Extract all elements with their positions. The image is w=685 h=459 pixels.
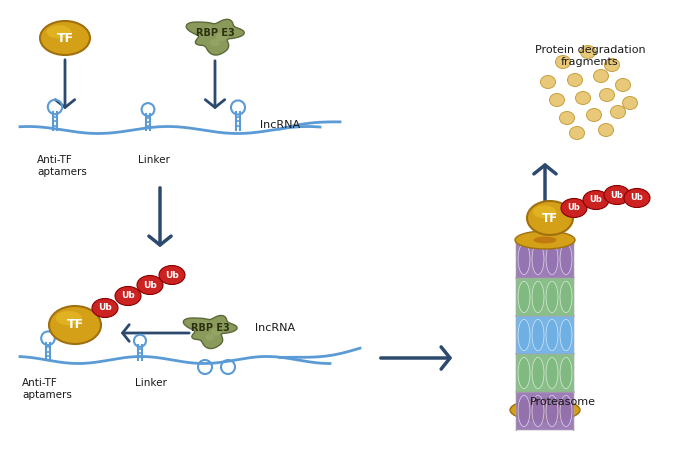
Ellipse shape	[604, 58, 619, 72]
Ellipse shape	[532, 358, 544, 389]
Ellipse shape	[532, 395, 544, 426]
Ellipse shape	[560, 358, 572, 389]
Ellipse shape	[216, 33, 227, 41]
Text: lncRNA: lncRNA	[255, 323, 295, 333]
Ellipse shape	[569, 127, 584, 140]
Text: Protein degradation
fragments: Protein degradation fragments	[535, 45, 645, 67]
Text: Ub: Ub	[610, 190, 623, 200]
Ellipse shape	[115, 286, 141, 306]
Ellipse shape	[92, 298, 118, 318]
Ellipse shape	[40, 21, 90, 55]
Ellipse shape	[567, 73, 582, 86]
Ellipse shape	[518, 243, 530, 274]
Text: Ub: Ub	[590, 196, 602, 205]
Ellipse shape	[546, 243, 558, 274]
Ellipse shape	[623, 96, 638, 110]
Text: TF: TF	[66, 319, 84, 331]
Ellipse shape	[518, 395, 530, 426]
Ellipse shape	[518, 319, 530, 351]
Ellipse shape	[203, 27, 216, 36]
FancyBboxPatch shape	[516, 277, 574, 317]
Text: lncRNA: lncRNA	[260, 120, 300, 130]
Ellipse shape	[586, 108, 601, 122]
Ellipse shape	[532, 243, 544, 274]
Ellipse shape	[527, 201, 573, 235]
Ellipse shape	[604, 185, 630, 205]
Text: Ub: Ub	[143, 280, 157, 290]
Ellipse shape	[560, 243, 572, 274]
Ellipse shape	[47, 25, 71, 39]
Ellipse shape	[159, 265, 185, 285]
Ellipse shape	[583, 190, 609, 209]
Ellipse shape	[610, 106, 625, 118]
Ellipse shape	[560, 112, 575, 124]
Polygon shape	[184, 315, 237, 348]
Ellipse shape	[510, 399, 580, 421]
Ellipse shape	[540, 75, 556, 89]
Ellipse shape	[561, 198, 587, 218]
Text: Proteasome: Proteasome	[530, 397, 596, 407]
Ellipse shape	[599, 123, 614, 136]
Ellipse shape	[560, 395, 572, 426]
Ellipse shape	[533, 206, 556, 218]
FancyBboxPatch shape	[516, 239, 574, 279]
Ellipse shape	[556, 56, 571, 68]
Ellipse shape	[515, 231, 575, 249]
Text: Ub: Ub	[165, 270, 179, 280]
Ellipse shape	[546, 319, 558, 351]
Text: Anti-TF
aptamers: Anti-TF aptamers	[22, 378, 72, 400]
Ellipse shape	[546, 395, 558, 426]
FancyBboxPatch shape	[516, 315, 574, 355]
Text: Ub: Ub	[121, 291, 135, 301]
Text: Linker: Linker	[138, 155, 170, 165]
Ellipse shape	[624, 189, 650, 207]
Text: Linker: Linker	[135, 378, 167, 388]
Text: TF: TF	[542, 212, 558, 224]
Ellipse shape	[599, 89, 614, 101]
Text: Ub: Ub	[98, 303, 112, 313]
Ellipse shape	[55, 311, 82, 325]
Ellipse shape	[210, 39, 220, 46]
Polygon shape	[186, 19, 245, 55]
Ellipse shape	[518, 281, 530, 313]
Ellipse shape	[575, 91, 590, 105]
Ellipse shape	[534, 236, 556, 243]
FancyBboxPatch shape	[516, 353, 574, 393]
Ellipse shape	[616, 78, 630, 91]
Ellipse shape	[549, 94, 564, 106]
Ellipse shape	[580, 45, 595, 58]
Ellipse shape	[532, 319, 544, 351]
Text: RBP E3: RBP E3	[196, 28, 234, 38]
Ellipse shape	[211, 328, 221, 336]
Ellipse shape	[546, 281, 558, 313]
Ellipse shape	[560, 319, 572, 351]
Ellipse shape	[199, 322, 211, 331]
Ellipse shape	[593, 69, 608, 83]
FancyBboxPatch shape	[516, 391, 574, 431]
Text: Anti-TF
aptamers: Anti-TF aptamers	[37, 155, 87, 177]
Text: TF: TF	[56, 32, 73, 45]
Ellipse shape	[560, 281, 572, 313]
Text: Ub: Ub	[568, 203, 580, 213]
Text: RBP E3: RBP E3	[190, 323, 229, 333]
Ellipse shape	[546, 358, 558, 389]
Text: Ub: Ub	[631, 194, 643, 202]
Ellipse shape	[518, 358, 530, 389]
Ellipse shape	[532, 281, 544, 313]
Ellipse shape	[137, 275, 163, 295]
Ellipse shape	[49, 306, 101, 344]
Ellipse shape	[206, 334, 214, 341]
